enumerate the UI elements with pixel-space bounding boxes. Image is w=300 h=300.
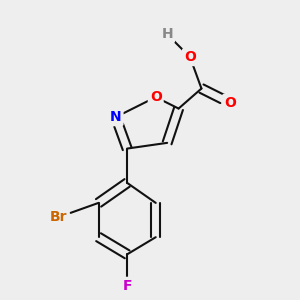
- Text: F: F: [122, 279, 132, 293]
- Text: O: O: [150, 90, 162, 104]
- Text: H: H: [161, 27, 173, 41]
- Text: O: O: [224, 96, 236, 110]
- Text: Br: Br: [50, 210, 67, 224]
- Text: O: O: [184, 50, 196, 64]
- Text: N: N: [110, 110, 122, 124]
